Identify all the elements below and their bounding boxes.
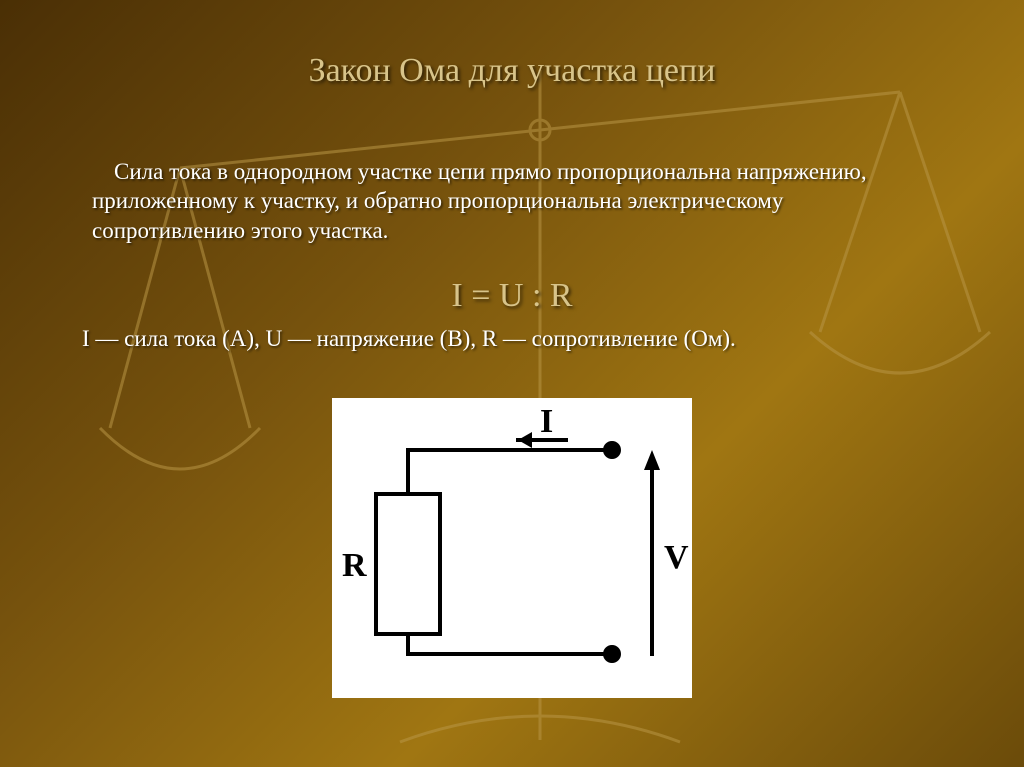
label-i: I (540, 403, 553, 440)
label-r: R (342, 547, 367, 584)
slide-title: Закон Ома для участка цепи (0, 52, 1024, 90)
circuit-diagram: I R V (332, 398, 692, 698)
slide-body: Сила тока в однородном участке цепи прям… (92, 157, 932, 245)
slide: Закон Ома для участка цепи Сила тока в о… (0, 0, 1024, 767)
variable-legend: I — сила тока (А), U — напряжение (В), R… (82, 326, 942, 352)
label-v: V (664, 539, 689, 576)
formula: I = U : R (0, 277, 1024, 315)
